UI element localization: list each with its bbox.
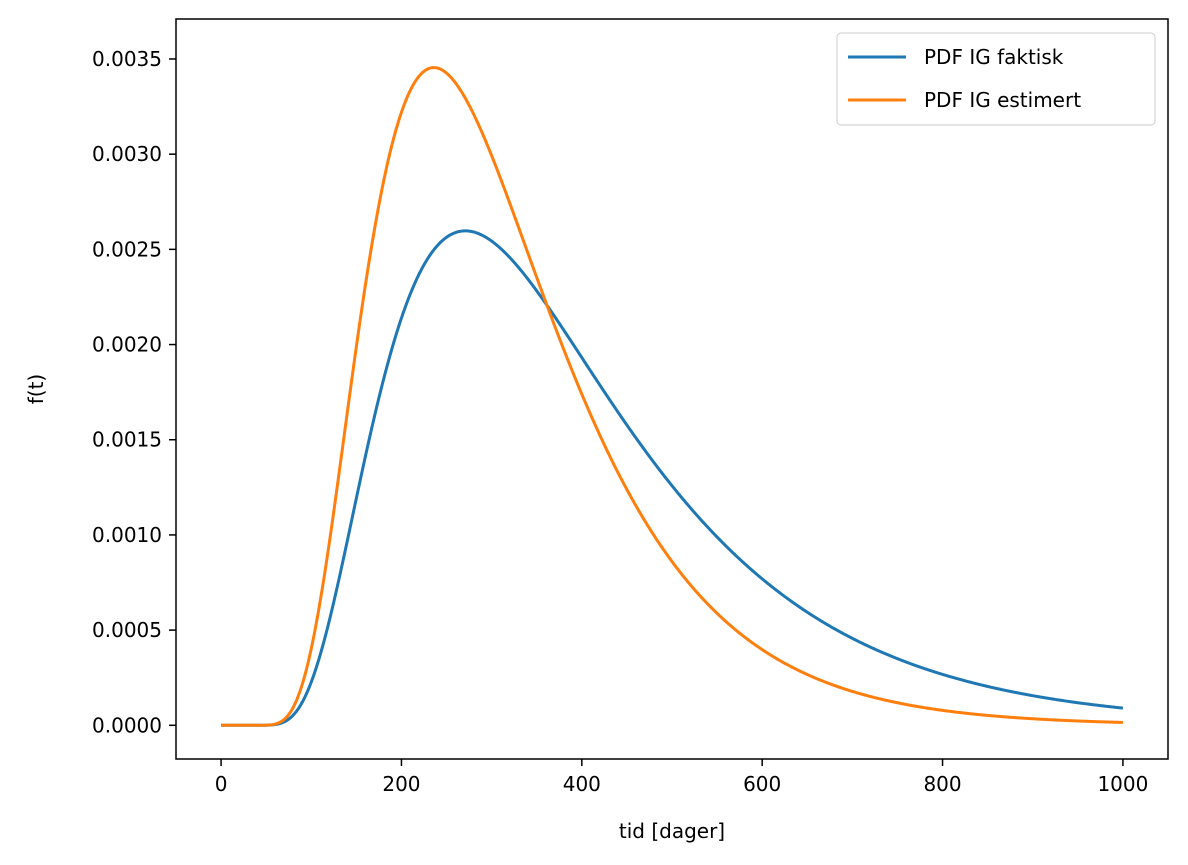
x-tick-label: 400 — [563, 772, 601, 796]
y-tick-label: 0.0030 — [92, 142, 162, 166]
plot-area — [220, 66, 1124, 727]
y-tick-label: 0.0015 — [92, 428, 162, 452]
x-tick-label: 600 — [743, 772, 781, 796]
series-line-0 — [220, 229, 1124, 727]
x-axis-label: tid [dager] — [619, 819, 725, 843]
x-tick-label: 1000 — [1097, 772, 1148, 796]
y-tick-label: 0.0000 — [92, 713, 162, 737]
y-axis-label: f(t) — [24, 374, 48, 405]
legend-label-faktisk: PDF IG faktisk — [924, 45, 1064, 69]
x-tick-label: 800 — [923, 772, 961, 796]
legend: PDF IG faktisk PDF IG estimert — [836, 32, 1156, 126]
legend-label-estimert: PDF IG estimert — [924, 88, 1081, 112]
axes-frame — [175, 18, 1169, 760]
y-tick-label: 0.0010 — [92, 523, 162, 547]
x-tick-label: 0 — [215, 772, 228, 796]
y-tick-label: 0.0005 — [92, 618, 162, 642]
x-tick-label: 200 — [382, 772, 420, 796]
y-tick-label: 0.0035 — [92, 47, 162, 71]
axes-ticks: 0 200 400 600 800 1000 0.0000 0.0005 0.0010 0.001… — [92, 18, 1169, 796]
series-line-1 — [220, 66, 1124, 727]
y-tick-label: 0.0025 — [92, 237, 162, 261]
y-tick-label: 0.0020 — [92, 333, 162, 357]
legend-box — [836, 32, 1156, 126]
